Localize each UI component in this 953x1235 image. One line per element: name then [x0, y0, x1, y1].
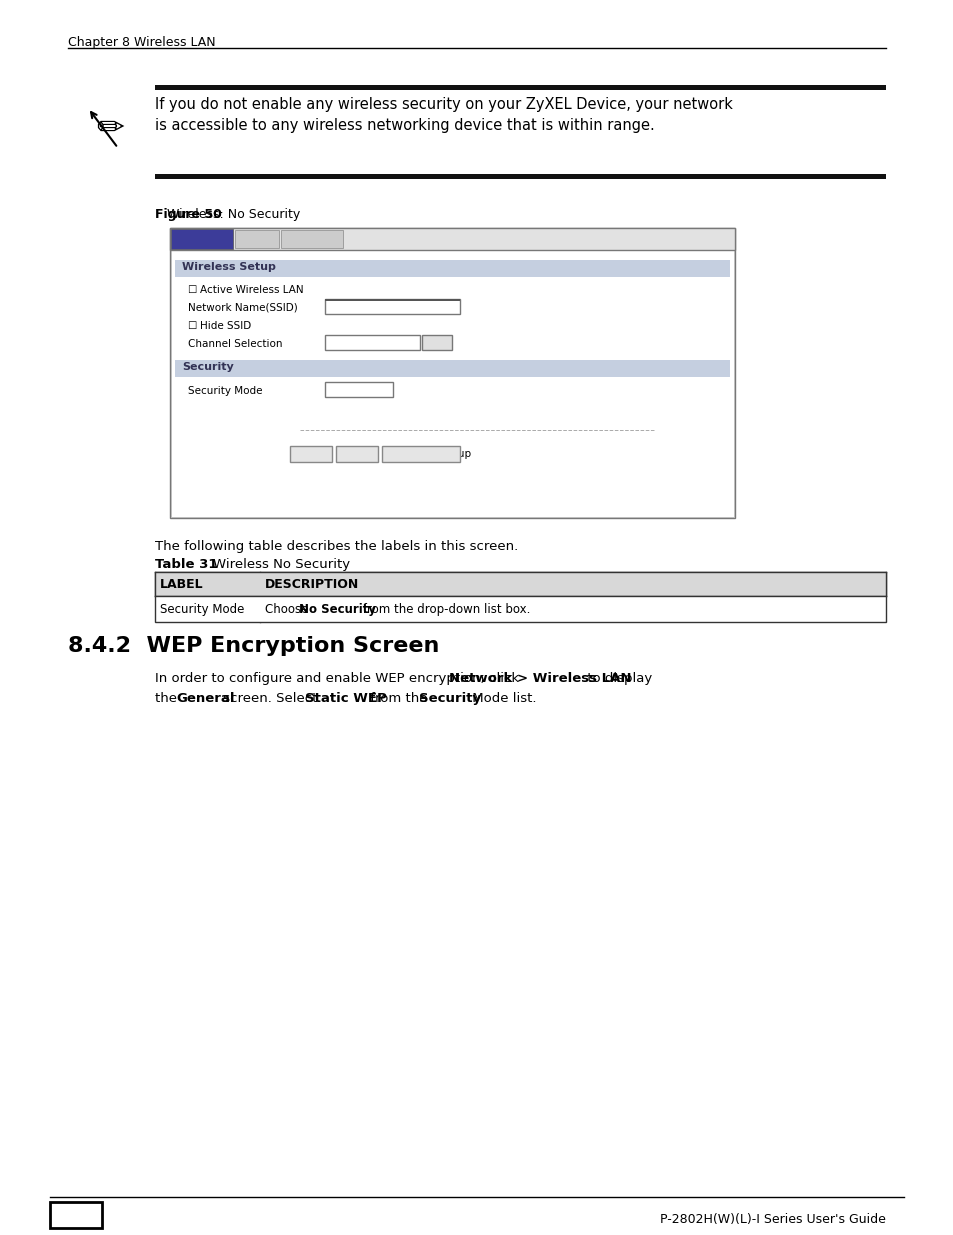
Bar	[325, 299, 459, 301]
Text: Table 31: Table 31	[154, 558, 217, 571]
Text: The following table describes the labels in this screen.: The following table describes the labels…	[154, 540, 517, 553]
Text: If you do not enable any wireless security on your ZyXEL Device, your network: If you do not enable any wireless securi…	[154, 98, 732, 112]
Bar	[290, 446, 332, 462]
Text: Security Mode: Security Mode	[160, 603, 244, 616]
Text: General: General	[176, 692, 234, 705]
Bar	[154, 174, 885, 179]
Text: Channel-06 2437MHz: Channel-06 2437MHz	[328, 337, 420, 346]
Text: ☐: ☐	[188, 285, 200, 295]
Text: screen. Select: screen. Select	[219, 692, 321, 705]
Text: Security: Security	[182, 362, 233, 372]
Text: Scan: Scan	[426, 338, 451, 348]
Bar	[325, 299, 459, 314]
Text: ☐: ☐	[188, 321, 200, 331]
Text: Choose: Choose	[265, 603, 312, 616]
Text: Hide SSID: Hide SSID	[200, 321, 251, 331]
Text: ▼: ▼	[385, 384, 391, 393]
Bar	[234, 230, 278, 248]
Text: Active Wireless LAN: Active Wireless LAN	[200, 285, 303, 295]
Bar	[174, 261, 729, 277]
Text: Wireless Setup: Wireless Setup	[182, 262, 275, 272]
Text: Network > Wireless LAN: Network > Wireless LAN	[449, 672, 631, 685]
Text: P-2802H(W)(L)-I Series User's Guide: P-2802H(W)(L)-I Series User's Guide	[659, 1213, 885, 1226]
Bar	[335, 446, 377, 462]
Bar	[281, 230, 343, 248]
Text: In order to configure and enable WEP encryption; click: In order to configure and enable WEP enc…	[154, 672, 523, 685]
Text: ZyXEL: ZyXEL	[328, 301, 360, 311]
Bar	[171, 228, 233, 249]
Bar	[170, 228, 734, 517]
Text: Advanced Setup: Advanced Setup	[386, 450, 471, 459]
Text: Wireless No Security: Wireless No Security	[213, 558, 350, 571]
Text: General: General	[178, 233, 222, 243]
Text: Chapter 8 Wireless LAN: Chapter 8 Wireless LAN	[68, 36, 215, 49]
Bar	[421, 335, 452, 350]
Text: is accessible to any wireless networking device that is within range.: is accessible to any wireless networking…	[154, 119, 654, 133]
Bar	[170, 228, 734, 249]
Text: 8.4.2  WEP Encryption Screen: 8.4.2 WEP Encryption Screen	[68, 636, 439, 656]
Text: ▼: ▼	[411, 337, 416, 346]
Text: Mode list.: Mode list.	[468, 692, 536, 705]
Text: LABEL: LABEL	[160, 578, 203, 592]
Bar	[154, 597, 885, 622]
Bar	[154, 572, 885, 597]
Text: No Security: No Security	[328, 384, 388, 394]
Bar	[381, 446, 459, 462]
Text: MAC Filter: MAC Filter	[286, 233, 338, 245]
Text: Figure 50: Figure 50	[154, 207, 222, 221]
Text: No Security: No Security	[298, 603, 375, 616]
Text: from the drop-down list box.: from the drop-down list box.	[358, 603, 530, 616]
Bar	[50, 1202, 102, 1228]
Text: 106: 106	[55, 1207, 96, 1226]
Text: Security: Security	[418, 692, 481, 705]
Bar	[174, 359, 729, 377]
Bar	[171, 249, 733, 517]
Text: OTIST: OTIST	[240, 233, 270, 245]
Text: Security Mode: Security Mode	[188, 387, 262, 396]
Text: Channel Selection: Channel Selection	[188, 338, 282, 350]
Bar	[325, 382, 393, 396]
Text: from the: from the	[365, 692, 431, 705]
Text: Network Name(SSID): Network Name(SSID)	[188, 303, 297, 312]
Text: Static WEP: Static WEP	[304, 692, 386, 705]
Bar	[154, 85, 885, 90]
Text: the: the	[154, 692, 181, 705]
Text: ✏: ✏	[96, 111, 124, 144]
Text: to display: to display	[583, 672, 652, 685]
Text: Apply: Apply	[295, 450, 325, 459]
Bar	[325, 335, 419, 350]
Text: Wireless: No Security: Wireless: No Security	[154, 207, 300, 221]
Text: Cancel: Cancel	[341, 450, 377, 459]
Text: DESCRIPTION: DESCRIPTION	[265, 578, 359, 592]
